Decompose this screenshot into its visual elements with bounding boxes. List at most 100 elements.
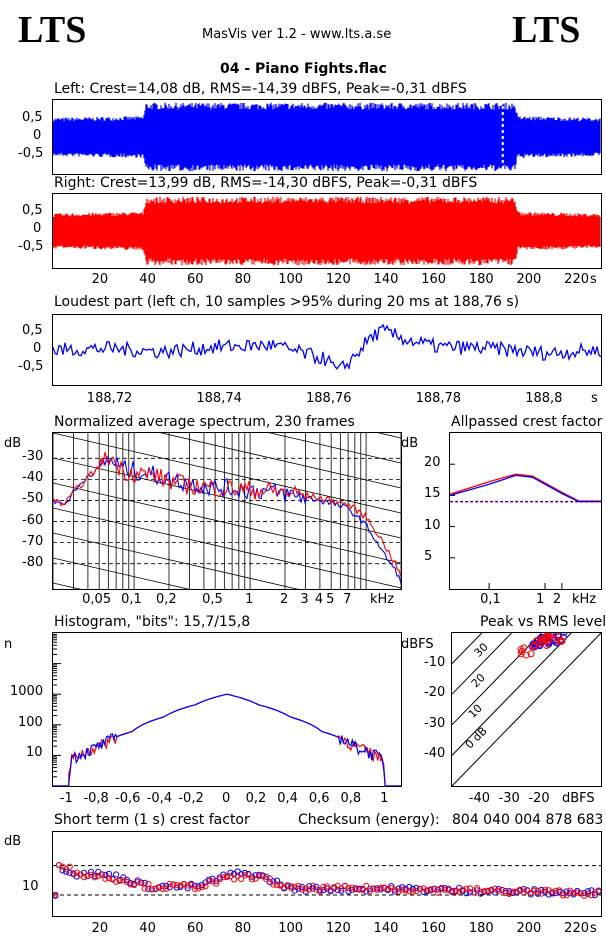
short-term-point-1-625: [198, 884, 205, 891]
short-term-point-0-1855: [491, 889, 499, 896]
short-term-point-1-1690: [452, 887, 459, 894]
short-term-svg: [53, 861, 601, 899]
short-term-point-0-1135: [320, 887, 327, 894]
peak-rms-point-1-1-2: [547, 633, 555, 639]
left-ytick-zero: 0: [33, 128, 42, 143]
left-waveform-svg: [53, 100, 601, 174]
short-term-point-1-460: [159, 885, 166, 893]
right-channel-title: Right: Crest=13,99 dB, RMS=-14,30 dBFS, …: [54, 175, 478, 191]
short-term-point-1-2275: [591, 889, 599, 896]
short-term-point-0-1465: [399, 884, 406, 891]
waveform-xtick-120: 120: [325, 272, 351, 287]
right-waveform-chart: [52, 193, 602, 269]
short-term-point-1-1810: [481, 888, 488, 895]
short-term-point-1-415: [148, 886, 156, 893]
peak-rms-diag-label-3: 10: [466, 702, 485, 721]
allpassed-ytick-3: 5: [424, 548, 433, 564]
loudest-part-line: [53, 323, 601, 371]
loudest-ytick-zero: 0: [33, 341, 42, 356]
loudest-xtick-0: 188,72: [86, 391, 133, 406]
short-term-point-0-1210: [338, 887, 345, 895]
waveform-xtick-80: 80: [234, 272, 252, 287]
short-term-point-0-2275: [591, 891, 599, 899]
short-term-point-1-70: [66, 863, 73, 870]
short-term-point-1-280: [116, 877, 123, 884]
short-term-point-1-475: [163, 885, 170, 892]
loudest-x-unit: s: [591, 391, 598, 406]
waveform-xtick-160: 160: [421, 272, 447, 287]
loudest-part-svg: [53, 323, 601, 371]
histogram-xtick-2: -0,6: [115, 791, 141, 806]
short-term-point-0-70: [66, 869, 73, 876]
peak-rms-diag-0: [452, 633, 601, 786]
spectrum-xtick-1: 0,1: [121, 592, 142, 607]
short-term-point-0-2155: [563, 888, 570, 895]
short-term-point-1-2230: [581, 892, 588, 899]
waveform-xtick-100: 100: [278, 272, 304, 287]
short-term-point-0-1045: [298, 883, 306, 891]
peak-rms-ylabel: dBFS: [401, 637, 434, 652]
peak-rms-diag-30: [452, 633, 512, 695]
spectrum-svg: [53, 433, 401, 589]
short-term-point-0-1915: [506, 888, 513, 895]
left-ytick-neg: -0,5: [18, 146, 44, 161]
short-term-point-1-1735: [463, 885, 470, 892]
short-term-point-1-370: [138, 880, 145, 887]
short-term-point-0-1750: [466, 889, 474, 896]
allpassed-chart: [449, 432, 602, 590]
spectrum-x-unit: kHz: [370, 592, 395, 607]
right-ytick-zero: 0: [33, 221, 42, 236]
short-term-point-0-1450: [395, 885, 402, 892]
loudest-xtick-3: 188,78: [415, 391, 462, 406]
peak-rms-ytick-0: -10: [424, 654, 446, 670]
short-term-point-1-1795: [477, 888, 484, 895]
short-term-point-0-1105: [313, 883, 320, 890]
spectrum-xtick-6: 3: [300, 592, 309, 607]
short-term-point-1-790: [238, 875, 245, 883]
histogram-xtick-1: -0,8: [83, 791, 109, 806]
short-term-point-0-55: [63, 868, 70, 875]
spectrum-ytick-1: -40: [22, 470, 44, 486]
short-term-point-1-520: [173, 882, 181, 889]
short-term-point-1-1765: [470, 889, 477, 896]
short-term-point-1-2140: [559, 892, 566, 899]
peak-rms-point-1-2-5: [556, 638, 564, 646]
short-term-xtick-200: 200: [516, 921, 542, 936]
spectrum-ytick-4: -70: [22, 533, 44, 549]
peak-rms-point-0-2-5: [560, 633, 568, 636]
short-term-point-1-1510: [409, 888, 416, 895]
waveform-xtick-140: 140: [373, 272, 399, 287]
right-waveform-envelope: [53, 196, 601, 266]
waveform-xtick-220: 220: [564, 272, 589, 287]
logo-right: LTS: [512, 9, 581, 51]
short-term-point-1-1750: [466, 885, 474, 892]
short-term-title: Short term (1 s) crest factor: [54, 812, 250, 828]
short-term-point-1-265: [113, 878, 120, 885]
short-term-point-1-535: [177, 882, 184, 889]
short-term-point-1-700: [216, 876, 223, 883]
short-term-point-1-10: [53, 891, 59, 898]
histogram-ylabel: n: [4, 637, 13, 652]
spectrum-ytick-0: -30: [22, 449, 44, 465]
short-term-point-1-1045: [298, 886, 306, 893]
short-term-point-1-2290: [595, 887, 601, 894]
short-term-point-1-1645: [441, 886, 448, 894]
spectrum-ytick-2: -50: [22, 491, 44, 507]
loudest-ytick-neg: -0,5: [18, 359, 44, 374]
short-term-point-0-895: [263, 873, 270, 880]
short-term-point-1-760: [231, 876, 238, 883]
short-term-point-1-1570: [424, 887, 431, 894]
short-term-point-1-1240: [345, 885, 352, 892]
short-term-point-1-340: [130, 882, 138, 889]
short-term-point-0-1330: [366, 885, 373, 893]
short-term-point-0-1435: [391, 888, 398, 895]
file-name: 04 - Piano Fights.flac: [220, 61, 387, 77]
short-term-point-1-220: [102, 875, 109, 882]
peak-rms-point-1-4-0: [527, 650, 535, 658]
short-term-point-1-1465: [399, 886, 406, 893]
short-term-point-1-1030: [295, 882, 302, 890]
loudest-part-title: Loudest part (left ch, 10 samples >95% d…: [54, 294, 520, 310]
short-term-xtick-20: 20: [91, 921, 109, 936]
short-term-point-1-1615: [434, 889, 441, 896]
spectrum-slope-5: [159, 433, 401, 489]
